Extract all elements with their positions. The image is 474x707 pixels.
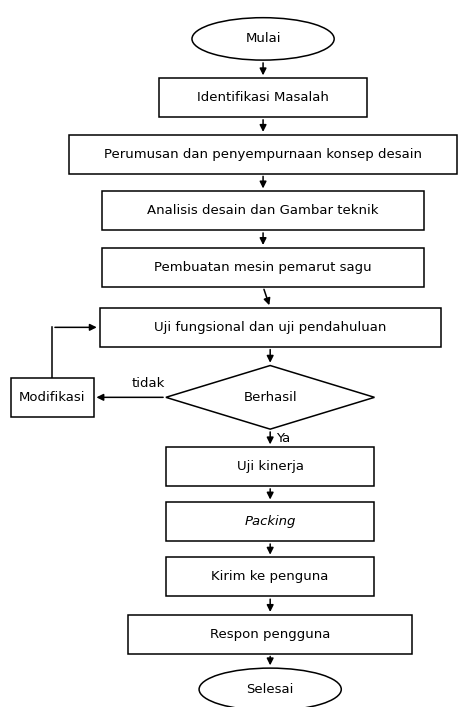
Text: tidak: tidak [132, 377, 165, 390]
Polygon shape [166, 366, 374, 429]
Text: Pembuatan mesin pemarut sagu: Pembuatan mesin pemarut sagu [154, 261, 372, 274]
Text: Respon pengguna: Respon pengguna [210, 628, 330, 641]
Text: Modifikasi: Modifikasi [19, 391, 85, 404]
FancyBboxPatch shape [159, 78, 367, 117]
Ellipse shape [192, 18, 334, 60]
Text: Ya: Ya [276, 432, 290, 445]
FancyBboxPatch shape [166, 448, 374, 486]
FancyBboxPatch shape [102, 247, 424, 287]
FancyBboxPatch shape [102, 191, 424, 230]
Text: Identifikasi Masalah: Identifikasi Masalah [197, 91, 329, 104]
FancyBboxPatch shape [166, 502, 374, 542]
Text: Analisis desain dan Gambar teknik: Analisis desain dan Gambar teknik [147, 204, 379, 217]
FancyBboxPatch shape [100, 308, 441, 346]
FancyBboxPatch shape [166, 557, 374, 597]
Text: Uji fungsional dan uji pendahuluan: Uji fungsional dan uji pendahuluan [154, 321, 386, 334]
Text: Mulai: Mulai [246, 33, 281, 45]
Ellipse shape [199, 668, 341, 707]
Text: Perumusan dan penyempurnaan konsep desain: Perumusan dan penyempurnaan konsep desai… [104, 148, 422, 160]
Text: Uji kinerja: Uji kinerja [237, 460, 304, 473]
FancyBboxPatch shape [69, 134, 457, 173]
Text: Berhasil: Berhasil [243, 391, 297, 404]
Text: Kirim ke penguna: Kirim ke penguna [211, 571, 329, 583]
FancyBboxPatch shape [128, 614, 412, 653]
Text: Packing: Packing [245, 515, 296, 528]
FancyBboxPatch shape [11, 378, 94, 416]
Text: Selesai: Selesai [246, 683, 294, 696]
